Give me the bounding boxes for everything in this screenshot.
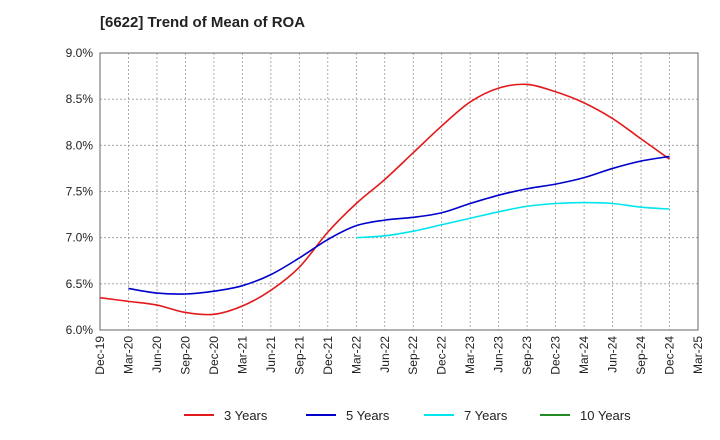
y-tick-label: 8.0%: [66, 138, 94, 152]
y-tick-label: 7.0%: [66, 231, 94, 245]
x-tick-label: Mar-22: [349, 336, 363, 374]
y-tick-label: 7.5%: [66, 185, 94, 199]
x-tick-label: Mar-23: [463, 336, 477, 374]
grid-lines: [100, 53, 698, 330]
plot-border: [99, 52, 699, 331]
x-tick-label: Jun-22: [378, 336, 392, 373]
x-tick-label: Mar-25: [691, 336, 705, 374]
series-line-7-years: [356, 201, 670, 239]
x-tick-label: Jun-24: [606, 336, 620, 373]
y-axis-ticks: 6.0% 6.5% 7.0% 7.5% 8.0% 8.5% 9.0%: [66, 46, 94, 337]
chart-title: [6622] Trend of Mean of ROA: [100, 14, 306, 31]
x-tick-label: Sep-22: [406, 336, 420, 375]
plot-frame: [99, 52, 699, 331]
x-tick-label: Sep-24: [634, 336, 648, 375]
x-tick-label: Mar-24: [577, 336, 591, 374]
legend-label: 10 Years: [580, 408, 631, 423]
legend-label: 5 Years: [346, 408, 390, 423]
x-tick-label: Dec-19: [93, 336, 107, 375]
x-tick-label: Mar-21: [235, 336, 249, 374]
x-tick-label: Dec-23: [549, 336, 563, 375]
series-line-3-years: [99, 83, 670, 316]
x-tick-label: Dec-24: [663, 336, 677, 375]
series-line-5-years: [128, 155, 670, 295]
x-tick-label: Dec-20: [207, 336, 221, 375]
x-axis-ticks: Dec-19 Mar-20 Jun-20 Sep-20 Dec-20 Mar-21 Jun-…: [93, 336, 705, 375]
series-lines: [99, 83, 670, 316]
x-tick-label: Sep-21: [292, 336, 306, 375]
x-tick-label: Dec-22: [435, 336, 449, 375]
x-tick-label: Jun-21: [264, 336, 278, 373]
x-tick-label: Dec-21: [321, 336, 335, 375]
y-tick-label: 9.0%: [66, 46, 94, 60]
x-tick-label: Sep-20: [178, 336, 192, 375]
legend-label: 3 Years: [224, 408, 268, 423]
x-tick-label: Jun-20: [150, 336, 164, 373]
y-tick-label: 8.5%: [66, 92, 94, 106]
x-tick-label: Mar-20: [121, 336, 135, 374]
legend-label: 7 Years: [464, 408, 508, 423]
y-tick-label: 6.5%: [66, 277, 94, 291]
x-tick-label: Sep-23: [520, 336, 534, 375]
y-tick-label: 6.0%: [66, 323, 94, 337]
x-tick-label: Jun-23: [492, 336, 506, 373]
legend: 3 Years 5 Years 7 Years 10 Years: [184, 408, 631, 423]
